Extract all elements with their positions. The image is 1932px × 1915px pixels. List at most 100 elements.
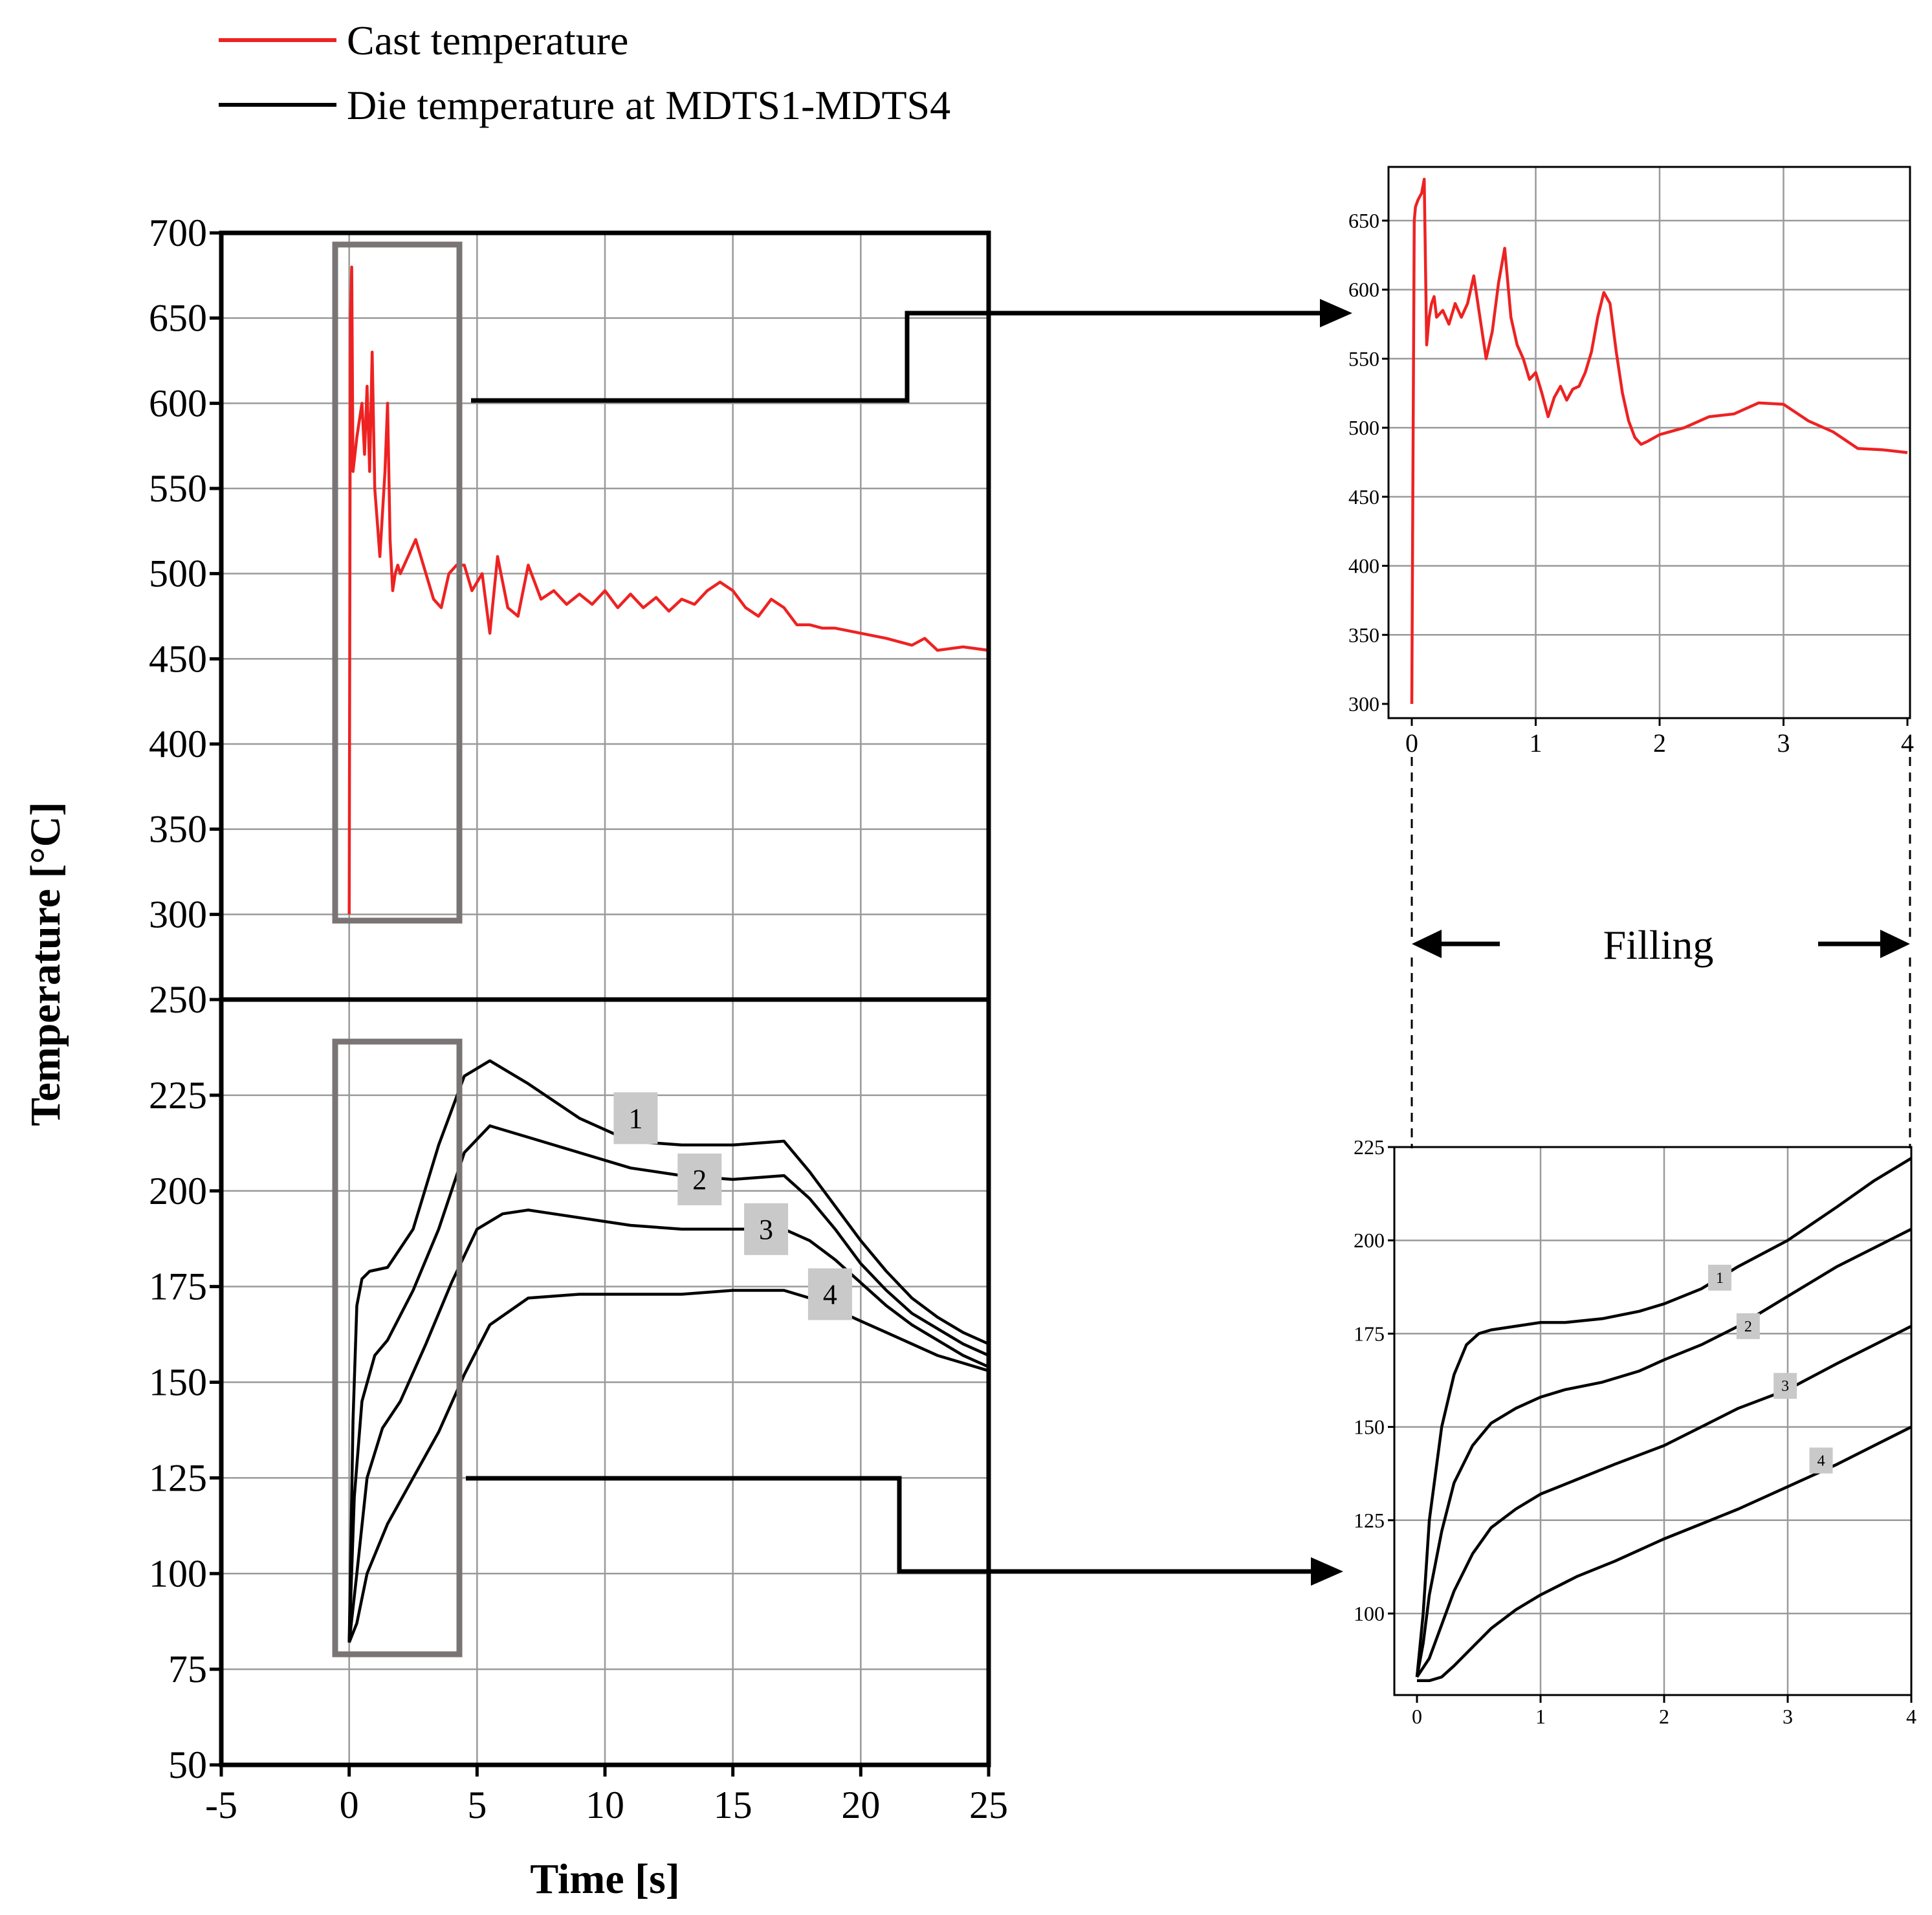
connector-cast: [471, 299, 1352, 403]
x-tick-label: 10: [586, 1784, 624, 1826]
main-chart: 3003504004505005506006507005075100125150…: [22, 212, 1008, 1903]
series-badge-label: 4: [823, 1278, 837, 1310]
inset-series-badge-4: [1809, 1447, 1833, 1474]
x-tick-label: 0: [340, 1784, 359, 1826]
series-badge-1: [613, 1092, 658, 1144]
inset-die-frame: [1393, 1146, 1913, 1696]
y-lower-tick-label: 150: [149, 1361, 207, 1404]
y-upper-tick-label: 700: [149, 212, 207, 254]
zoom-box-die: [332, 1038, 463, 1658]
inset-cast-y-tick-label: 550: [1348, 347, 1379, 370]
series-badge-3: [744, 1203, 789, 1255]
inset-series-badge-2: [1736, 1313, 1760, 1339]
filling-arrow-left-head: [1412, 930, 1442, 958]
inset-cast-y-tick-label: 500: [1348, 416, 1379, 439]
series-line-die-1: [347, 1059, 989, 1643]
inset-die-series: [1415, 1157, 1913, 1683]
y-lower-tick-label: 125: [149, 1456, 207, 1499]
series-badge-2: [677, 1154, 722, 1206]
inset-cast-ticks: 300 350 400 450 500 550 600 650 0 1 2 3 4: [1348, 209, 1914, 758]
arrow-head-cast: [1320, 299, 1352, 327]
inset-die-x-tick-label: 2: [1659, 1705, 1669, 1728]
main-series-labels: 1 2 3 4: [613, 1092, 852, 1320]
x-tick-label: 25: [969, 1784, 1008, 1826]
y-upper-tick-label: 500: [149, 553, 207, 595]
y-axis-title: Temperature [°C]: [22, 802, 69, 1126]
inset-die-series-line-1: [1415, 1157, 1913, 1678]
zoom-box-cast: [332, 241, 463, 924]
main-ticks: 3003504004505005506006507005075100125150…: [149, 212, 1008, 1826]
inset-die-x-tick-label: 4: [1906, 1705, 1916, 1728]
inset-cast-chart: 300 350 400 450 500 550 600 650 0 1 2 3 4: [1348, 166, 1914, 758]
inset-die-y-tick-label: 225: [1354, 1135, 1385, 1159]
inset-cast-x-tick-label: 0: [1405, 728, 1418, 758]
y-upper-tick-label: 400: [149, 723, 207, 765]
inset-cast-y-tick-label: 600: [1348, 278, 1379, 301]
inset-series-badge-1: [1707, 1264, 1731, 1291]
filling-arrow-right-head: [1880, 930, 1910, 958]
legend-label-cast: Cast temperature: [347, 17, 628, 63]
filling-label: Filling: [1603, 922, 1714, 968]
series-line-die-4: [347, 1289, 989, 1643]
series-line-cast-temperature: [347, 265, 989, 915]
inset-cast-y-tick-label: 350: [1348, 623, 1379, 646]
y-lower-tick-label: 175: [149, 1265, 207, 1308]
inset-die-chart: 100 125 150 175 200 225 0 1 2 3 4 1 2 3 4: [1354, 1135, 1916, 1728]
inset-cast-x-tick-label: 1: [1530, 728, 1542, 758]
inset-cast-x-tick-label: 4: [1901, 728, 1914, 758]
series-line-die-3: [347, 1209, 989, 1643]
arrow-head-die: [1311, 1557, 1343, 1586]
y-lower-tick-label: 100: [149, 1552, 207, 1595]
y-upper-tick-label: 450: [149, 637, 207, 680]
inset-series-badge-label: 1: [1716, 1270, 1724, 1287]
x-axis-title: Time [s]: [530, 1855, 680, 1903]
inset-die-x-tick-label: 1: [1535, 1705, 1546, 1728]
main-series: [347, 265, 989, 1643]
inset-die-series-line-3: [1416, 1324, 1913, 1678]
inset-die-grid: [1394, 1147, 1911, 1695]
series-badge-4: [807, 1268, 852, 1320]
y-lower-tick-label: 200: [149, 1170, 207, 1212]
y-upper-tick-label: 650: [149, 297, 207, 340]
series-line-die-2: [347, 1124, 989, 1643]
inset-die-y-tick-label: 200: [1354, 1229, 1385, 1252]
x-tick-label: 20: [841, 1784, 880, 1826]
inset-series-badge-3: [1773, 1373, 1797, 1399]
inset-die-series-line-2: [1415, 1227, 1913, 1678]
inset-die-y-tick-label: 100: [1354, 1602, 1385, 1625]
inset-series-badge-label: 4: [1817, 1453, 1825, 1470]
y-lower-tick-label: 75: [168, 1648, 207, 1691]
y-lower-tick-label: 50: [168, 1744, 207, 1786]
inset-die-series-line-4: [1417, 1425, 1913, 1683]
inset-die-x-tick-label: 0: [1412, 1705, 1422, 1728]
legend-label-die: Die temperature at MDTS1-MDTS4: [347, 82, 950, 128]
inset-cast-x-tick-label: 3: [1777, 728, 1790, 758]
legend: Cast temperature Die temperature at MDTS…: [219, 17, 950, 128]
inset-die-y-tick-label: 175: [1354, 1322, 1385, 1345]
x-tick-label: -5: [205, 1784, 237, 1826]
x-tick-label: 5: [467, 1784, 487, 1826]
inset-cast-series: [1410, 177, 1908, 705]
series-badge-label: 3: [759, 1214, 773, 1245]
inset-cast-series-line: [1410, 177, 1908, 705]
inset-cast-frame: [1387, 166, 1911, 719]
series-badge-label: 2: [692, 1164, 707, 1196]
x-tick-label: 15: [714, 1784, 752, 1826]
filling-annotation: Filling: [1411, 757, 1911, 1148]
inset-die-x-tick-label: 3: [1783, 1705, 1793, 1728]
y-upper-tick-label: 350: [149, 808, 207, 851]
y-upper-tick-label: 600: [149, 382, 207, 424]
series-badge-label: 1: [628, 1102, 642, 1134]
y-upper-tick-label: 300: [149, 893, 207, 936]
inset-die-ticks: 100 125 150 175 200 225 0 1 2 3 4: [1354, 1135, 1916, 1728]
inset-cast-y-tick-label: 650: [1348, 209, 1379, 232]
y-lower-tick-label: 225: [149, 1074, 207, 1117]
inset-cast-y-tick-label: 400: [1348, 554, 1379, 578]
inset-die-y-tick-label: 150: [1354, 1416, 1385, 1439]
inset-cast-y-tick-label: 300: [1348, 692, 1379, 716]
y-upper-tick-label: 550: [149, 467, 207, 510]
inset-die-series-labels: 1 2 3 4: [1707, 1264, 1833, 1474]
inset-series-badge-label: 2: [1744, 1319, 1752, 1335]
inset-cast-grid: [1389, 167, 1910, 718]
connector-die: [466, 1476, 1343, 1586]
